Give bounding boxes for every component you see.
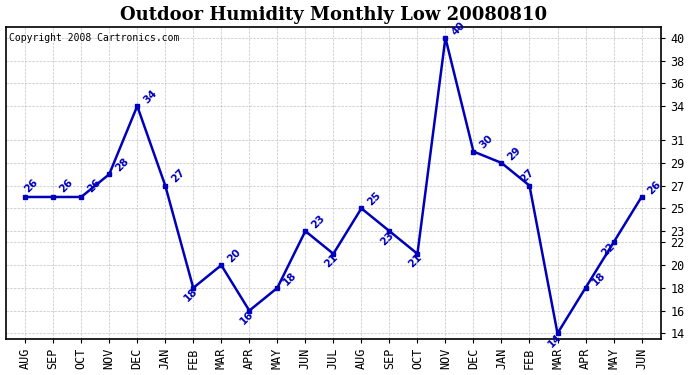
Text: 22: 22 xyxy=(600,241,617,258)
Title: Outdoor Humidity Monthly Low 20080810: Outdoor Humidity Monthly Low 20080810 xyxy=(120,6,547,24)
Text: 21: 21 xyxy=(406,252,424,270)
Text: 26: 26 xyxy=(57,177,75,195)
Text: 26: 26 xyxy=(22,177,40,195)
Text: 27: 27 xyxy=(518,167,536,185)
Text: 25: 25 xyxy=(366,190,383,208)
Text: 21: 21 xyxy=(322,252,339,270)
Text: 16: 16 xyxy=(238,309,255,327)
Text: 26: 26 xyxy=(86,177,103,195)
Text: 18: 18 xyxy=(282,270,299,287)
Text: 18: 18 xyxy=(590,270,607,287)
Text: 26: 26 xyxy=(646,179,663,196)
Text: 23: 23 xyxy=(310,213,327,230)
Text: 29: 29 xyxy=(506,145,523,162)
Text: 30: 30 xyxy=(477,134,495,151)
Text: 14: 14 xyxy=(546,332,564,349)
Text: Copyright 2008 Cartronics.com: Copyright 2008 Cartronics.com xyxy=(9,33,179,43)
Text: 34: 34 xyxy=(141,88,159,105)
Text: 20: 20 xyxy=(226,247,243,264)
Text: 23: 23 xyxy=(378,230,395,247)
Text: 28: 28 xyxy=(113,156,130,174)
Text: 40: 40 xyxy=(450,20,467,37)
Text: 27: 27 xyxy=(170,167,187,185)
Text: 18: 18 xyxy=(182,286,199,304)
